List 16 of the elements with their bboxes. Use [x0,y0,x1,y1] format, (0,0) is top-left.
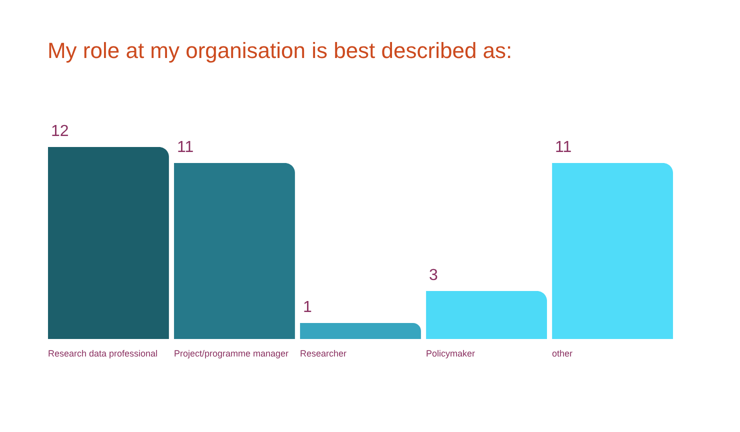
x-tick-label: Policymaker [426,348,476,358]
bar [426,291,547,339]
x-tick-label: Researcher [300,348,347,358]
data-label: 11 [176,139,194,156]
data-label: 12 [50,123,69,140]
x-tick-label: Project/programme manager [174,348,289,358]
data-label: 3 [429,267,438,284]
chart-title: My role at my organisation is best described as: [47,38,512,63]
x-tick-label: other [552,348,573,358]
bar [174,163,295,339]
data-label: 11 [555,139,572,156]
data-label: 1 [303,299,312,316]
x-tick-label: Research data professional [48,348,158,358]
bar [48,147,169,339]
bar [300,323,421,339]
bar [552,163,673,339]
